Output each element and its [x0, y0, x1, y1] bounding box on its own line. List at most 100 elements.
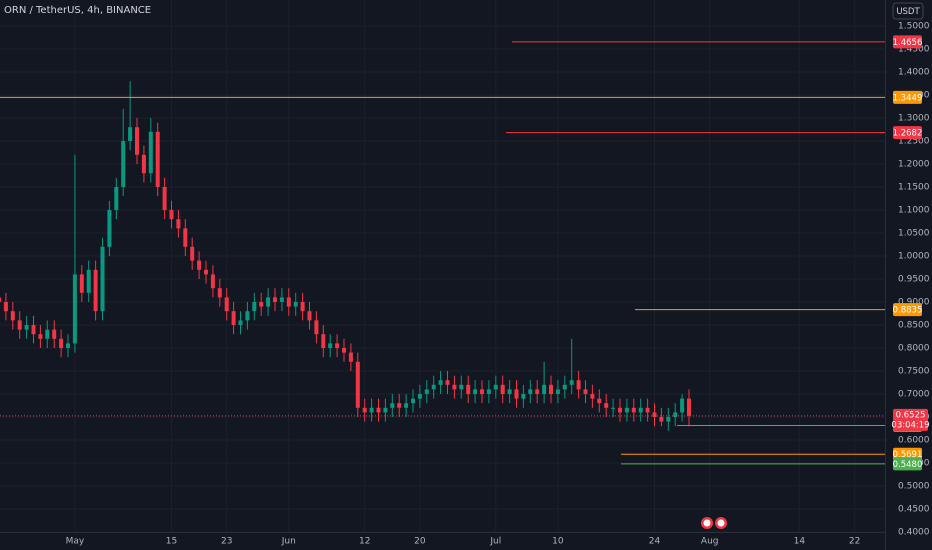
x-tick-label: Aug [701, 537, 719, 547]
candle-body [141, 154, 146, 174]
candle-body [355, 361, 360, 408]
price-level-label: 1.3449 [893, 93, 923, 103]
y-tick-label: 1.0000 [898, 251, 930, 261]
y-tick-label: 1.3000 [898, 113, 930, 123]
chart-title: ORN / TetherUS, 4h, BINANCE [4, 5, 151, 16]
event-icons[interactable] [701, 517, 727, 529]
y-tick-label: 1.5000 [898, 21, 930, 31]
candle-body [52, 329, 57, 339]
candle-body [0, 297, 1, 302]
candle-body [397, 403, 402, 408]
candle-body [135, 127, 139, 155]
current-price-box [893, 408, 928, 431]
candle-body [507, 389, 512, 394]
candle-body [555, 389, 560, 394]
candle-body [618, 407, 622, 413]
candle-body [17, 320, 22, 330]
candle-body [31, 324, 36, 335]
candle-body [169, 209, 174, 220]
grid [0, 0, 885, 532]
event-icon-inner [703, 519, 711, 527]
x-tick-label: 24 [649, 537, 661, 547]
y-tick-label: 1.2000 [898, 159, 930, 169]
candle-body [659, 416, 664, 422]
candle-body [562, 384, 567, 390]
candle-body [176, 219, 181, 229]
x-tick-label: 12 [359, 537, 370, 547]
candle-body [631, 407, 636, 413]
y-tick-label: 0.9500 [898, 274, 930, 284]
candle-body [549, 384, 553, 394]
candle-body [107, 209, 112, 247]
candle-body [79, 274, 84, 293]
candle-body [335, 343, 340, 348]
y-tick-label: 1.1500 [898, 182, 930, 192]
candle-body [293, 301, 298, 307]
currency-button[interactable] [892, 2, 924, 20]
candle-body [217, 288, 222, 298]
price-level-label: 1.4656 [893, 38, 923, 48]
y-tick-label: 0.9000 [898, 297, 930, 307]
candle-body [286, 297, 291, 307]
candle-body [321, 334, 326, 348]
candle-body [666, 416, 671, 422]
candle-body [376, 407, 381, 413]
candle-body [24, 324, 29, 330]
x-tick-label: Jul [489, 537, 501, 547]
y-tick-label: 0.6000 [898, 435, 930, 445]
candle-body [576, 380, 581, 390]
price-level-box [893, 126, 922, 140]
y-tick-label: 1.4000 [898, 67, 930, 77]
candle-body [528, 389, 533, 394]
price-level-box [893, 303, 922, 317]
candle-body [493, 384, 498, 390]
y-tick-label: 0.5000 [898, 481, 930, 491]
candle-body [604, 403, 609, 408]
y-tick-label: 0.4500 [898, 504, 930, 514]
plot [0, 41, 885, 465]
y-tick-label: 1.4500 [898, 44, 930, 54]
candle-body [162, 186, 167, 210]
candle-body [680, 398, 685, 413]
candle-body [583, 389, 588, 394]
candle-body [93, 269, 98, 312]
candle-body [45, 329, 50, 339]
candle-body [128, 127, 133, 141]
candle-body [624, 407, 629, 413]
candle-body [328, 343, 333, 348]
candle-body [687, 398, 691, 416]
price-level-box [893, 90, 922, 104]
candle-body [438, 380, 443, 385]
candle-body [611, 407, 616, 409]
candle-body [452, 384, 457, 390]
candle-body [266, 297, 271, 307]
candle-body [259, 301, 264, 307]
price-level-label: 0.8835 [893, 306, 923, 316]
candle-body [252, 301, 257, 312]
currency-label[interactable]: USDT [896, 7, 920, 17]
candle-body [521, 393, 526, 399]
y-tick-label: 1.2500 [898, 136, 930, 146]
candle-body [542, 384, 547, 394]
x-tick-label: May [66, 537, 85, 547]
candle-body [445, 380, 450, 385]
candle-body [238, 320, 243, 325]
candle-body [383, 407, 388, 413]
candle-body [183, 228, 188, 247]
candle-body [210, 274, 215, 289]
candle-body [86, 269, 91, 293]
candle-body [466, 384, 471, 394]
candle-body [148, 131, 153, 174]
candle-body [417, 393, 422, 399]
x-tick-label: 23 [221, 537, 232, 547]
candle-body [486, 389, 491, 394]
y-tick-label: 1.0500 [898, 228, 930, 238]
candle-body [597, 398, 602, 404]
candle-body [100, 246, 105, 312]
candle-body [38, 334, 43, 339]
event-icon-inner [717, 519, 725, 527]
y-tick-label: 0.8000 [898, 343, 930, 353]
candle-body [348, 352, 353, 362]
candle-body [404, 403, 409, 408]
y-tick-label: 0.8500 [898, 320, 930, 330]
